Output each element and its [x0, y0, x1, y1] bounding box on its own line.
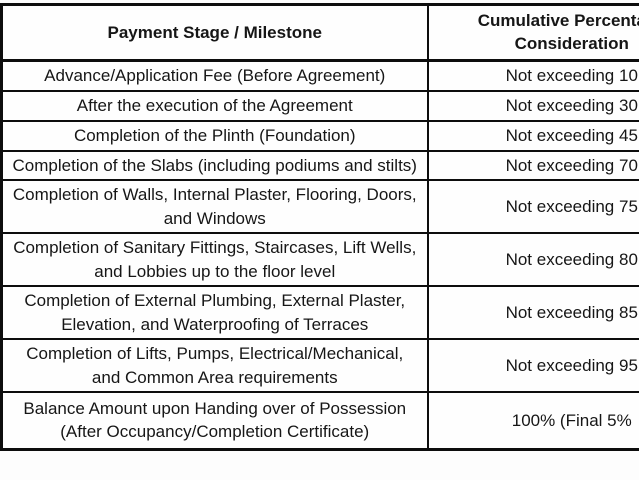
header-consideration-cell: Cumulative Percentage Consideration	[426, 3, 639, 62]
table-row: Balance Amount upon Handing over of Poss…	[0, 390, 639, 451]
table-row: Advance/Application Fee (Before Agreemen…	[0, 59, 639, 92]
value-cell: Not exceeding 75	[426, 179, 639, 235]
value-cell: Not exceeding 85	[426, 285, 639, 341]
stage-cell: Completion of External Plumbing, Externa…	[0, 285, 429, 341]
table-row: After the execution of the Agreement Not…	[0, 89, 639, 122]
value-cell: Not exceeding 70	[426, 149, 639, 182]
value-cell: Not exceeding 45	[426, 119, 639, 152]
value-cell: 100% (Final 5%	[426, 390, 639, 451]
table-row: Completion of Lifts, Pumps, Electrical/M…	[0, 338, 639, 393]
table-row: Completion of the Slabs (including podiu…	[0, 149, 639, 182]
stage-cell: Completion of Walls, Internal Plaster, F…	[0, 179, 429, 235]
value-cell: Not exceeding 10	[426, 59, 639, 92]
stage-cell: Completion of Sanitary Fittings, Stairca…	[0, 232, 429, 288]
header-stage-label: Payment Stage / Milestone	[107, 22, 322, 42]
stage-cell: Completion of the Plinth (Foundation)	[0, 119, 429, 152]
header-stage-cell: Payment Stage / Milestone	[0, 3, 429, 62]
stage-cell: Completion of Lifts, Pumps, Electrical/M…	[0, 338, 429, 393]
header-row: Payment Stage / Milestone Cumulative Per…	[0, 3, 639, 62]
value-cell: Not exceeding 95	[426, 338, 639, 393]
stage-cell: Balance Amount upon Handing over of Poss…	[0, 390, 429, 451]
stage-cell: Advance/Application Fee (Before Agreemen…	[0, 59, 429, 92]
value-cell: Not exceeding 30	[426, 89, 639, 122]
table-row: Completion of Walls, Internal Plaster, F…	[0, 179, 639, 235]
table-row: Completion of Sanitary Fittings, Stairca…	[0, 232, 639, 288]
header-consideration-line2: Consideration	[514, 34, 629, 54]
payment-schedule-table: Payment Stage / Milestone Cumulative Per…	[0, 3, 639, 451]
stage-cell: Completion of the Slabs (including podiu…	[0, 149, 429, 182]
header-consideration-line1: Cumulative Percentage	[477, 11, 639, 30]
stage-cell: After the execution of the Agreement	[0, 89, 429, 122]
table-row: Completion of External Plumbing, Externa…	[0, 285, 639, 341]
value-cell: Not exceeding 80	[426, 232, 639, 288]
table-row: Completion of the Plinth (Foundation) No…	[0, 119, 639, 152]
